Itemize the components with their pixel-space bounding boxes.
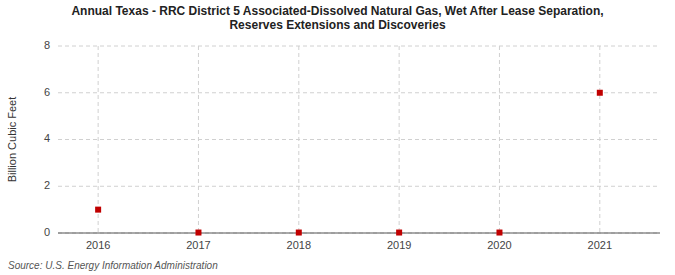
x-tick-label: 2018 — [287, 239, 311, 251]
grid-line-x — [198, 46, 199, 233]
points — [95, 90, 603, 236]
x-tick-label: 2016 — [86, 239, 110, 251]
grid-line-x — [298, 46, 299, 233]
y-tick-label: 6 — [44, 86, 50, 98]
y-tick-label: 0 — [44, 226, 50, 238]
title-line: Annual Texas - RRC District 5 Associated… — [71, 4, 603, 18]
grid-line-x — [98, 46, 99, 233]
grid-line-y — [58, 186, 660, 187]
x-tick-label: 2019 — [387, 239, 411, 251]
point — [597, 90, 603, 96]
grid-line-y — [58, 46, 660, 47]
y-tick-label: 4 — [44, 132, 50, 144]
x-axis-line — [58, 233, 660, 234]
point — [396, 230, 402, 236]
point — [195, 230, 201, 236]
x-tick-label: 2021 — [588, 239, 612, 251]
grid-line-x — [399, 46, 400, 233]
point — [296, 230, 302, 236]
grid-line-y — [58, 233, 660, 234]
title-line: Reserves Extensions and Discoveries — [229, 18, 445, 32]
x-tick-label: 2017 — [186, 239, 210, 251]
grid-line-x — [599, 46, 600, 233]
point — [496, 230, 502, 236]
grid — [58, 46, 660, 233]
chart: Annual Texas - RRC District 5 Associated… — [0, 0, 675, 275]
source-note: Source: U.S. Energy Information Administ… — [8, 260, 218, 271]
y-tick-label: 2 — [44, 179, 50, 191]
grid-line-x — [499, 46, 500, 233]
title: Annual Texas - RRC District 5 Associated… — [71, 4, 603, 32]
point — [95, 207, 101, 213]
background — [0, 0, 675, 275]
y-axis-label: Billion Cubic Feet — [6, 97, 18, 183]
grid-line-y — [58, 92, 660, 93]
x-tick-label: 2020 — [487, 239, 511, 251]
y-tick-label: 8 — [44, 39, 50, 51]
grid-line-y — [58, 139, 660, 140]
chart-container: Annual Texas - RRC District 5 Associated… — [0, 0, 675, 275]
